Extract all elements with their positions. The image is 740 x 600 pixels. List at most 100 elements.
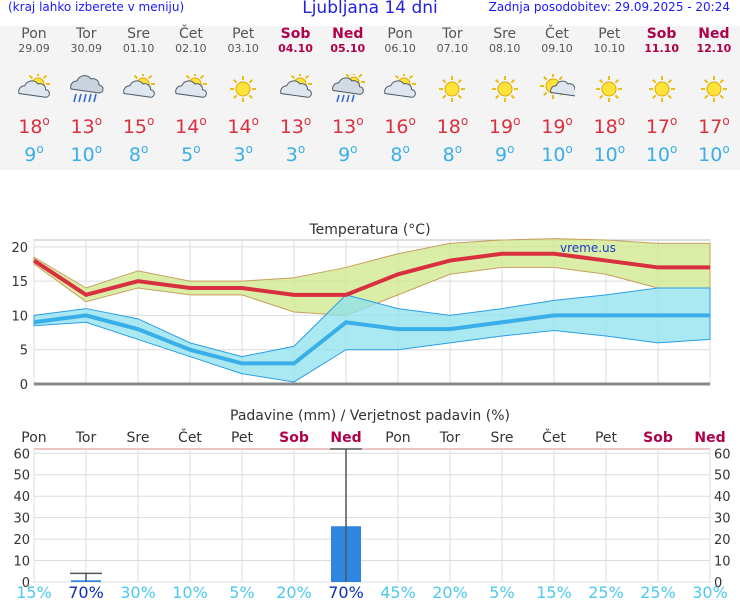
menu-hint: (kraj lahko izberete v meniju)	[8, 0, 185, 14]
max-temperature: 15o	[122, 114, 155, 138]
min-temperature: 8o	[442, 142, 463, 166]
partly-cloudy-sun-icon	[279, 74, 312, 98]
precipitation-probability: 25%	[588, 583, 624, 600]
sun-icon	[439, 76, 466, 102]
y-tick-label-right: 30	[714, 512, 731, 527]
y-tick-label-right: 40	[714, 490, 731, 505]
y-tick-label-right: 50	[714, 469, 731, 484]
precipitation-probability: 15%	[16, 583, 52, 600]
day-name: Sre	[127, 26, 151, 42]
tmin-line	[33, 313, 710, 366]
precipitation-probability: 5%	[229, 583, 254, 600]
x-tick-label: Pet	[231, 430, 254, 446]
x-tick-label: Pon	[21, 430, 46, 446]
day-date: 08.10	[488, 42, 521, 55]
max-temperature: 14o	[175, 114, 207, 138]
day-column: Čet 02.10 14o 5o	[165, 26, 217, 166]
x-tick-label: Pet	[595, 430, 618, 446]
day-name: Sob	[646, 26, 677, 42]
day-date: 05.10	[330, 42, 366, 55]
tmax-line	[32, 251, 710, 298]
precipitation-probability: 45%	[380, 583, 416, 600]
tmin-band	[33, 287, 711, 383]
day-column: Čet 09.10 19o 10o	[531, 26, 583, 166]
day-column: Sob 04.10 13o 3o	[270, 26, 322, 166]
sun-rain-cloud-icon	[331, 74, 365, 103]
y-tick-label: 10	[11, 309, 28, 324]
max-temperature: 18o	[18, 114, 50, 138]
x-tick-label: Pon	[385, 430, 410, 446]
page-title: Ljubljana 14 dni	[302, 0, 438, 18]
day-name: Pon	[21, 26, 47, 42]
y-tick-label-right: 10	[714, 555, 731, 570]
y-tick-label: 0	[20, 378, 28, 393]
sun-icon	[491, 76, 518, 102]
day-name: Čet	[545, 26, 569, 42]
max-temperature: 13o	[332, 114, 364, 138]
day-name: Ned	[332, 26, 364, 42]
y-tick-label-right: 20	[714, 533, 731, 548]
day-date: 03.10	[227, 42, 259, 55]
plot-area	[33, 448, 711, 583]
day-column: Pet 10.10 18o 10o	[583, 26, 635, 166]
min-temperature: 10o	[645, 142, 678, 166]
min-temperature: 10o	[698, 142, 730, 166]
y-tick-label-right: 0	[714, 576, 722, 591]
day-name: Pet	[598, 26, 621, 42]
y-tick-label-left: 60	[13, 447, 30, 462]
precipitation-probability: 20%	[432, 583, 468, 600]
day-name: Tor	[442, 26, 463, 42]
sun-behind-cloud-icon	[540, 74, 575, 99]
min-temperature: 10o	[593, 142, 626, 166]
precipitation-probability: 30%	[120, 583, 156, 600]
min-temperature: 9o	[494, 142, 515, 166]
rain-cloud-icon	[70, 75, 104, 103]
day-date: 29.09	[18, 42, 50, 55]
y-tick-label-left: 20	[13, 533, 30, 548]
day-date: 30.09	[70, 42, 103, 55]
day-date: 02.10	[175, 42, 207, 55]
y-tick-label-left: 0	[22, 576, 30, 591]
y-tick-label-left: 50	[13, 469, 30, 484]
chart-title: Temperatura (°C)	[308, 222, 430, 238]
min-temperature: 8o	[128, 142, 149, 166]
max-temperature: 18o	[436, 114, 469, 138]
day-column: Sre 01.10 15o 8o	[113, 26, 165, 166]
sun-icon	[700, 76, 727, 102]
min-temperature: 10o	[70, 142, 103, 166]
y-tick-label: 20	[11, 241, 28, 256]
partly-cloudy-sun-icon	[122, 74, 155, 98]
day-column: Sob 11.10 17o 10o	[636, 26, 688, 166]
daily-forecast-strip: Pon 29.09 18o 9o Tor 30.09 13o 10o Sre 01.10 15o 8o…	[0, 26, 740, 170]
min-temperature: 3o	[233, 142, 253, 166]
x-tick-label: Čet	[178, 428, 202, 446]
max-temperature: 14o	[227, 114, 259, 138]
day-column: Sre 08.10 19o 9o	[479, 26, 531, 166]
watermark: vreme.us	[560, 241, 616, 255]
x-tick-label: Ned	[330, 430, 361, 446]
min-temperature: 10o	[541, 142, 573, 166]
min-temperature: 9o	[24, 142, 44, 166]
last-updated: Zadnja posodobitev: 29.09.2025 - 20:24	[488, 0, 730, 14]
sun-icon	[596, 76, 623, 102]
day-date: 01.10	[122, 42, 155, 55]
day-name: Pon	[387, 26, 413, 42]
partly-cloudy-sun-icon	[175, 74, 207, 98]
min-temperature: 5o	[181, 142, 201, 166]
day-column: Pon 06.10 16o 8o	[374, 26, 426, 166]
precipitation-probability: 70%	[68, 583, 104, 600]
y-tick-label: 15	[11, 275, 28, 290]
max-temperature: 13o	[279, 114, 312, 138]
day-date: 10.10	[593, 42, 626, 55]
day-column: Tor 30.09 13o 10o	[60, 26, 112, 166]
temperature-chart: Temperatura (°C) 0 5 10 15 20 vreme.us	[11, 222, 711, 393]
precipitation-probability: 25%	[640, 583, 676, 600]
precipitation-probability: 5%	[489, 583, 514, 600]
day-date: 06.10	[384, 42, 416, 55]
max-temperature: 16o	[384, 114, 416, 138]
x-tick-label: Čet	[542, 428, 566, 446]
x-tick-label: Sre	[127, 430, 150, 446]
precipitation-probability: 15%	[536, 583, 572, 600]
chart-title: Padavine (mm) / Verjetnost padavin (%)	[230, 408, 510, 424]
min-temperature: 8o	[390, 142, 410, 166]
